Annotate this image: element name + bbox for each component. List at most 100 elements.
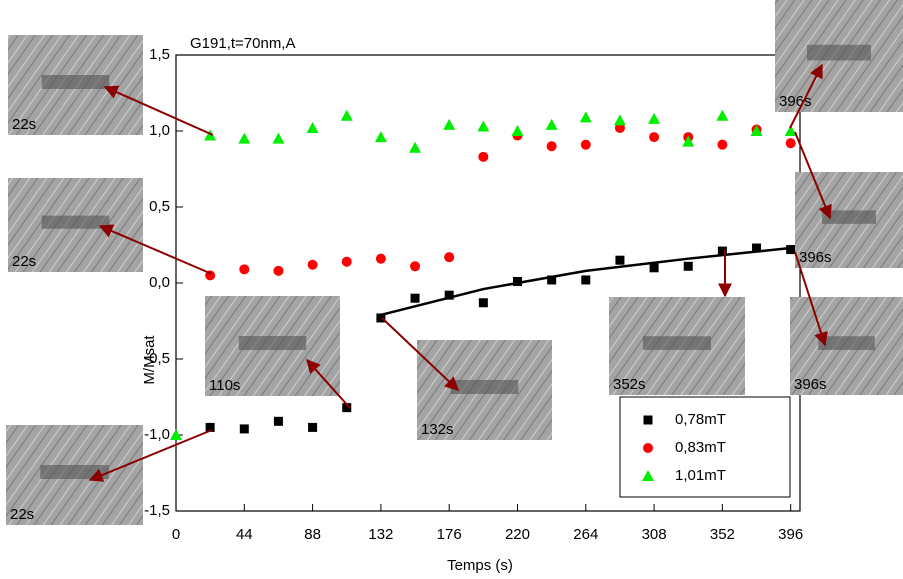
- y-tick-label: -0,5: [144, 350, 170, 367]
- legend-label: 0,83mT: [675, 439, 726, 456]
- legend-label: 0,78mT: [675, 411, 726, 428]
- marker-square: [410, 293, 420, 303]
- marker-square: [444, 290, 454, 300]
- x-tick-label: 176: [437, 526, 462, 543]
- inset-image: 396s: [775, 0, 903, 112]
- marker-triangle: [716, 109, 729, 121]
- marker-square: [273, 416, 283, 426]
- marker-triangle: [238, 132, 251, 144]
- marker-square: [512, 276, 522, 286]
- marker-triangle: [409, 141, 422, 153]
- arrow: [98, 224, 213, 275]
- marker-square: [581, 275, 591, 285]
- inset-device: [41, 75, 110, 89]
- inset-label: 22s: [12, 116, 36, 133]
- marker-square: [649, 263, 659, 273]
- marker-square: [547, 275, 557, 285]
- y-tick-label: 0,0: [149, 274, 170, 291]
- x-tick-label: 0: [172, 526, 180, 543]
- inset-image: 22s: [8, 35, 143, 135]
- y-tick-label: 0,5: [149, 198, 170, 215]
- marker-triangle: [272, 132, 285, 144]
- marker-circle: [717, 139, 728, 150]
- marker-circle: [307, 259, 318, 270]
- marker-square: [683, 261, 693, 271]
- x-tick-label: 264: [573, 526, 598, 543]
- marker-triangle: [613, 114, 626, 126]
- marker-square: [205, 422, 215, 432]
- inset-label: 396s: [799, 249, 832, 266]
- inset-image: 396s: [790, 297, 903, 395]
- inset-label: 22s: [10, 506, 34, 523]
- marker-circle: [649, 132, 660, 143]
- marker-triangle: [204, 129, 217, 141]
- marker-square: [376, 313, 386, 323]
- inset-label: 22s: [12, 253, 36, 270]
- x-tick-label: 44: [236, 526, 253, 543]
- inset-image: 396s: [795, 172, 903, 268]
- arrow: [306, 358, 351, 409]
- marker-circle: [239, 264, 250, 275]
- x-tick-label: 308: [642, 526, 667, 543]
- marker-square: [478, 298, 488, 308]
- x-tick-label: 352: [710, 526, 735, 543]
- inset-image: 110s: [205, 296, 340, 396]
- marker-triangle: [784, 125, 797, 136]
- inset-image: 22s: [6, 425, 143, 525]
- x-tick-label: 396: [778, 526, 803, 543]
- marker-square: [643, 415, 653, 425]
- arrow: [88, 429, 213, 482]
- legend: 0,78mT 0,83mT 1,01mT: [619, 396, 791, 498]
- x-tick-label: 220: [505, 526, 530, 543]
- y-tick-label: -1,5: [144, 502, 170, 519]
- marker-triangle: [682, 135, 695, 147]
- marker-triangle: [374, 131, 387, 143]
- y-tick-label: 1,5: [149, 46, 170, 63]
- marker-circle: [785, 138, 796, 149]
- marker-circle: [444, 252, 455, 263]
- y-axis-label: M/Msat: [141, 335, 158, 385]
- marker-circle: [273, 265, 284, 276]
- inset-label: 352s: [613, 376, 646, 393]
- marker-triangle: [750, 125, 763, 136]
- y-tick-label: 1,0: [149, 122, 170, 139]
- arrow: [381, 317, 460, 391]
- marker-square: [308, 422, 318, 432]
- marker-square: [717, 246, 727, 256]
- inset-label: 132s: [421, 421, 454, 438]
- marker-circle: [375, 253, 386, 264]
- inset-device: [238, 336, 307, 350]
- inset-device: [41, 215, 110, 229]
- marker-triangle: [579, 111, 592, 123]
- inset-label: 396s: [794, 376, 827, 393]
- marker-circle: [546, 141, 557, 152]
- x-tick-label: 132: [368, 526, 393, 543]
- arrow: [103, 85, 214, 136]
- inset-label: 110s: [209, 377, 240, 394]
- marker-circle: [478, 151, 489, 162]
- marker-triangle: [170, 429, 182, 440]
- chart-title: G191,t=70nm,A: [190, 35, 295, 52]
- marker-triangle: [642, 470, 654, 481]
- legend-label: 1,01mT: [675, 467, 726, 484]
- arrow: [789, 63, 823, 129]
- marker-circle: [614, 122, 625, 133]
- marker-triangle: [511, 125, 524, 136]
- inset-image: 132s: [417, 340, 552, 440]
- arrow: [794, 251, 828, 347]
- marker-triangle: [648, 112, 661, 124]
- inset-image: 22s: [8, 178, 143, 272]
- marker-square: [342, 403, 352, 413]
- marker-circle: [643, 443, 653, 453]
- marker-triangle: [477, 120, 490, 132]
- marker-triangle: [340, 109, 353, 121]
- inset-device: [822, 210, 876, 224]
- x-axis-label: Temps (s): [447, 557, 513, 574]
- arrow: [794, 131, 832, 220]
- inset-device: [818, 336, 875, 350]
- inset-device: [643, 336, 711, 350]
- marker-circle: [410, 261, 421, 272]
- marker-square: [786, 245, 796, 255]
- inset-label: 396s: [779, 93, 812, 110]
